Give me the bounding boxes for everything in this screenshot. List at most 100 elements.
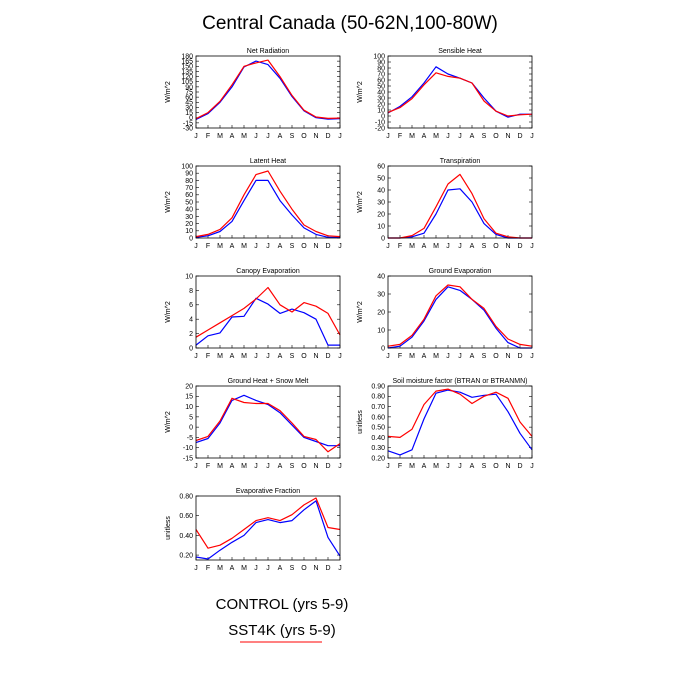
x-tick-label: A <box>422 243 427 250</box>
sst4k-series-line <box>387 284 533 347</box>
x-tick-label: J <box>194 565 198 572</box>
y-tick-label: 15 <box>185 110 193 117</box>
x-tick-label: J <box>386 133 390 140</box>
x-tick-label: A <box>230 353 235 360</box>
y-tick-label: 60 <box>185 192 193 199</box>
x-tick-label: A <box>278 243 283 250</box>
plot-frame <box>195 495 341 561</box>
control-series-line <box>387 286 532 349</box>
y-tick-label: 20 <box>185 383 193 390</box>
x-tick-label: S <box>290 133 295 140</box>
y-tick-label: 100 <box>373 53 385 60</box>
y-tick-label: 10 <box>185 273 193 280</box>
sst4k-series-line <box>195 59 341 120</box>
x-tick-label: A <box>230 565 235 572</box>
y-axis-label: W/m^2 <box>165 411 172 433</box>
x-tick-label: O <box>493 463 499 470</box>
x-tick-label: F <box>398 353 402 360</box>
panel-7: Ground Heat + Snow Melt W/m^2 -15 -10 -5 0 5 10… <box>165 378 342 470</box>
y-tick-label: 2 <box>189 331 193 338</box>
control-series-line <box>195 297 340 346</box>
x-tick-label: M <box>433 353 439 360</box>
x-tick-label: J <box>458 243 462 250</box>
x-tick-label: M <box>433 463 439 470</box>
x-tick-label: J <box>458 133 462 140</box>
y-tick-label: 70 <box>185 185 193 192</box>
x-tick-label: D <box>517 243 522 250</box>
x-tick-label: D <box>325 565 330 572</box>
x-tick-label: J <box>254 133 258 140</box>
x-tick-label: F <box>398 243 402 250</box>
y-axis-label: unitless <box>357 410 364 434</box>
panel-title: Net Radiation <box>247 48 290 55</box>
sst4k-series-line <box>387 72 533 117</box>
x-tick-label: S <box>482 243 487 250</box>
x-tick-label: J <box>194 463 198 470</box>
x-tick-label: J <box>530 463 534 470</box>
y-tick-label: 10 <box>377 107 385 114</box>
y-axis-label: W/m^2 <box>165 191 172 213</box>
y-tick-label: 0 <box>381 235 385 242</box>
legend-sst4k-label: SST4K (yrs 5-9) <box>228 622 336 639</box>
y-tick-label: 30 <box>185 105 193 112</box>
y-tick-label: 60 <box>185 95 193 102</box>
x-tick-label: S <box>290 463 295 470</box>
x-tick-label: J <box>458 463 462 470</box>
x-tick-label: M <box>241 565 247 572</box>
x-tick-label: J <box>266 565 270 572</box>
y-tick-label: 0 <box>189 115 193 122</box>
y-tick-label: 40 <box>377 89 385 96</box>
y-tick-label: 20 <box>377 101 385 108</box>
x-tick-label: A <box>422 463 427 470</box>
x-tick-label: F <box>398 463 402 470</box>
y-axis-label: unitless <box>165 516 172 540</box>
y-tick-label: 30 <box>185 214 193 221</box>
y-tick-label: 0 <box>189 235 193 242</box>
y-tick-label: 20 <box>377 211 385 218</box>
x-tick-label: N <box>505 243 510 250</box>
panel-title: Transpiration <box>440 158 481 165</box>
sst4k-series-line <box>388 173 532 239</box>
x-tick-label: M <box>409 463 415 470</box>
x-tick-label: J <box>530 243 534 250</box>
x-tick-label: S <box>290 243 295 250</box>
plot-frame <box>387 385 533 459</box>
x-tick-label: J <box>386 243 390 250</box>
y-tick-label: 0.40 <box>371 435 385 442</box>
x-tick-label: A <box>278 353 283 360</box>
plot-frame <box>195 55 341 129</box>
y-tick-label: 90 <box>185 171 193 178</box>
y-tick-label: 165 <box>181 59 193 66</box>
y-tick-label: 70 <box>377 71 385 78</box>
x-tick-label: M <box>433 133 439 140</box>
y-tick-label: 10 <box>377 327 385 334</box>
x-tick-label: M <box>241 353 247 360</box>
x-tick-label: F <box>206 565 210 572</box>
y-tick-label: 80 <box>185 178 193 185</box>
x-tick-label: J <box>266 353 270 360</box>
x-tick-label: A <box>278 133 283 140</box>
x-tick-label: D <box>517 353 522 360</box>
y-tick-label: 0 <box>381 345 385 352</box>
sst4k-series-line <box>195 497 341 549</box>
panel-title: Latent Heat <box>250 158 286 165</box>
y-axis-label: W/m^2 <box>357 301 364 323</box>
x-tick-label: N <box>313 133 318 140</box>
control-series-line <box>195 394 340 447</box>
x-tick-label: F <box>206 243 210 250</box>
panel-title: Ground Evaporation <box>429 268 492 275</box>
control-series-line <box>387 389 533 456</box>
x-tick-label: J <box>446 133 450 140</box>
x-tick-label: F <box>398 133 402 140</box>
x-tick-label: M <box>409 353 415 360</box>
y-tick-label: 135 <box>181 69 193 76</box>
panels: Net RadiationW/m^2-30-150153045607590105… <box>165 48 534 572</box>
x-tick-label: J <box>338 133 342 140</box>
x-tick-label: J <box>530 353 534 360</box>
x-tick-label: N <box>313 243 318 250</box>
y-tick-label: 45 <box>185 100 193 107</box>
x-tick-label: J <box>446 463 450 470</box>
y-axis-label: W/m^2 <box>357 81 364 103</box>
